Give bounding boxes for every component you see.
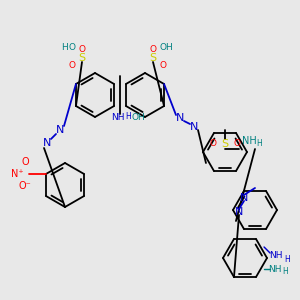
Text: O⁻: O⁻ xyxy=(19,181,31,191)
Text: H: H xyxy=(256,140,262,148)
Text: N: N xyxy=(43,138,51,148)
Text: OH: OH xyxy=(131,113,145,122)
Text: H: H xyxy=(282,268,288,277)
Text: N⁺: N⁺ xyxy=(11,169,23,179)
Text: H: H xyxy=(125,112,131,121)
Text: S: S xyxy=(149,53,157,63)
Text: O: O xyxy=(68,44,76,52)
Text: H: H xyxy=(284,254,290,263)
Text: O: O xyxy=(160,61,167,70)
Text: O: O xyxy=(68,61,76,70)
Text: H: H xyxy=(166,44,172,52)
Text: O: O xyxy=(209,140,217,148)
Text: N: N xyxy=(190,122,198,132)
Text: O: O xyxy=(160,44,167,52)
Text: N: N xyxy=(176,113,184,123)
Text: O: O xyxy=(149,44,157,53)
Text: S: S xyxy=(78,53,85,63)
Text: NH: NH xyxy=(269,250,283,260)
Text: NH: NH xyxy=(268,265,282,274)
Text: O: O xyxy=(21,157,29,167)
Text: NH: NH xyxy=(111,113,125,122)
Text: N: N xyxy=(235,207,243,217)
Text: O: O xyxy=(233,140,241,148)
Text: S: S xyxy=(221,139,229,149)
Text: H: H xyxy=(61,44,68,52)
Text: O: O xyxy=(79,44,86,53)
Text: NH: NH xyxy=(242,136,256,146)
Text: N: N xyxy=(240,193,248,203)
Text: N: N xyxy=(56,125,64,135)
